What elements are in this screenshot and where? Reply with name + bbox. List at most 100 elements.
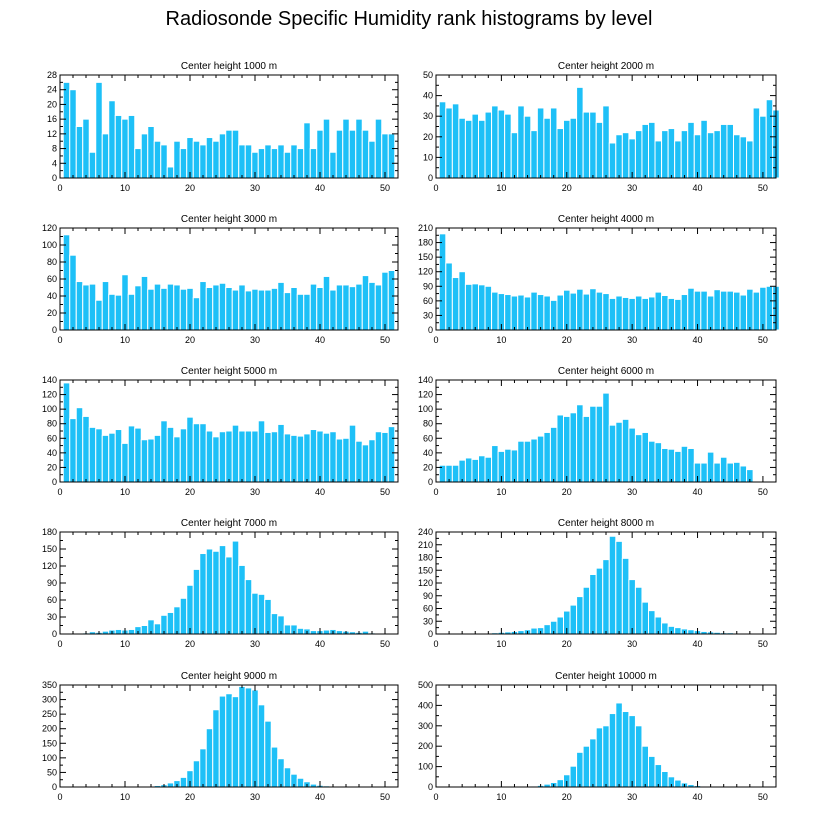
bar [303, 293, 311, 331]
x-tick-label: 0 [433, 487, 438, 497]
bar [700, 119, 708, 179]
bar [634, 130, 643, 179]
bar [121, 274, 129, 331]
bar [101, 434, 110, 483]
bar [192, 568, 201, 635]
bar [445, 262, 453, 331]
y-tick-label: 0 [428, 477, 433, 487]
bar [595, 567, 604, 635]
x-tick-label: 30 [627, 487, 637, 497]
bar [342, 284, 350, 331]
bar [88, 426, 97, 483]
x-tick-label: 20 [562, 487, 572, 497]
bar [648, 755, 656, 788]
bar [680, 294, 689, 331]
bar [765, 285, 774, 331]
bar [140, 625, 149, 635]
bar [290, 434, 298, 483]
bar [95, 81, 103, 179]
bar [355, 440, 363, 483]
bar [127, 628, 136, 635]
bar [706, 451, 715, 483]
y-tick-label: 60 [47, 433, 57, 443]
y-tick-label: 300 [42, 695, 57, 705]
bar [238, 144, 246, 179]
bar [173, 284, 181, 331]
bar [733, 291, 741, 331]
x-tick-label: 0 [433, 335, 438, 345]
y-tick-label: 40 [423, 448, 433, 458]
bar [127, 425, 136, 483]
bar [680, 445, 689, 483]
bar [608, 424, 617, 483]
bar [88, 283, 97, 331]
bar [667, 297, 676, 331]
y-tick-label: 20 [423, 132, 433, 142]
bar [205, 287, 214, 331]
bar [602, 293, 610, 331]
bar [746, 140, 754, 179]
y-tick-label: 150 [418, 565, 433, 575]
bar [348, 424, 357, 483]
bar [451, 103, 460, 179]
bar [595, 121, 604, 179]
panel-2: Center height 2000 m 0 10 20 30 40 50 0 10 20 30 40… [423, 61, 780, 193]
bar [471, 283, 479, 331]
bar [173, 606, 181, 635]
bar [192, 297, 201, 331]
bar [283, 433, 292, 483]
bar [387, 426, 396, 483]
bar [290, 144, 298, 179]
bar [160, 144, 168, 179]
bar [238, 685, 246, 788]
panel-3: Center height 3000 m 0 20 40 60 80 100 120 0 10 20… [42, 214, 399, 345]
y-tick-label: 100 [418, 762, 433, 772]
bar [719, 456, 728, 483]
bar [576, 751, 584, 788]
bar [186, 584, 194, 635]
x-tick-label: 20 [185, 639, 195, 649]
bar [114, 628, 123, 635]
bar [654, 291, 663, 331]
bar [199, 553, 207, 635]
bar [458, 459, 466, 483]
bar [582, 293, 591, 331]
bar [491, 445, 499, 483]
bar [471, 113, 479, 179]
bar [270, 287, 279, 331]
x-tick-label: 20 [185, 792, 195, 802]
y-tick-label: 20 [47, 308, 57, 318]
bar [69, 89, 77, 179]
bar [504, 113, 512, 179]
bar [75, 126, 84, 179]
bar [661, 130, 669, 179]
bar [205, 430, 214, 483]
bar [153, 283, 162, 331]
bar [62, 234, 71, 331]
bar [687, 447, 695, 483]
bar [335, 129, 344, 179]
y-tick-label: 4 [52, 158, 57, 168]
bar [706, 132, 715, 179]
panel-1: Center height 1000 m 0 4 8 12 16 20 24 28 0 10 20 30… [47, 61, 399, 193]
x-tick-label: 50 [758, 335, 768, 345]
bar [296, 627, 305, 635]
bar [335, 438, 344, 483]
bar [746, 288, 754, 331]
bar [674, 298, 682, 331]
bar [244, 290, 253, 331]
y-tick-label: 120 [42, 390, 57, 400]
y-tick-label: 8 [52, 144, 57, 154]
bar [355, 118, 363, 179]
y-tick-label: 0 [428, 629, 433, 639]
bar [329, 151, 337, 179]
y-tick-label: 300 [418, 721, 433, 731]
y-tick-label: 500 [418, 680, 433, 690]
bar [510, 295, 519, 331]
bar [166, 426, 175, 483]
y-tick-label: 120 [418, 578, 433, 588]
bar [361, 444, 370, 483]
x-tick-label: 20 [562, 792, 572, 802]
bar [225, 556, 233, 635]
x-tick-label: 20 [562, 335, 572, 345]
